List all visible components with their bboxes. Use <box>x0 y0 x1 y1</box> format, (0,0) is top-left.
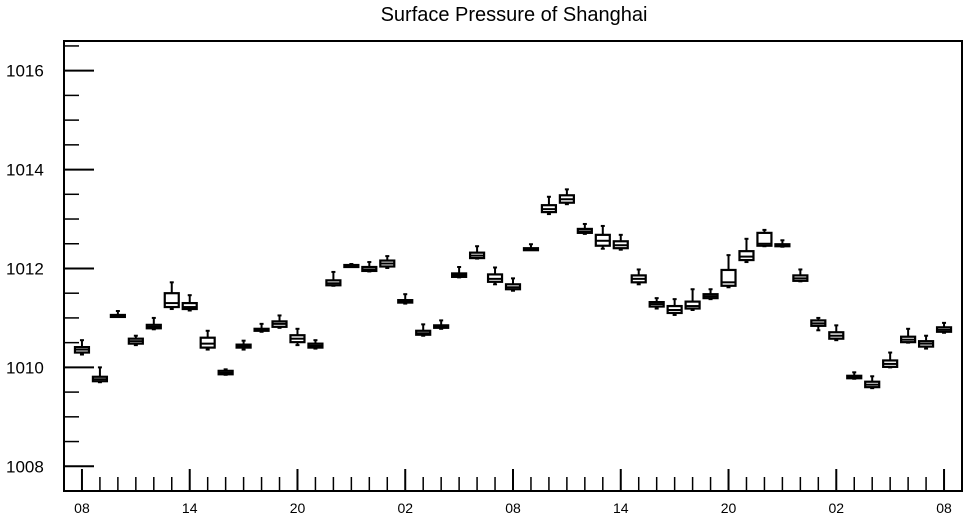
box-plot <box>343 263 360 269</box>
box-plot <box>468 245 486 260</box>
box-plot <box>361 261 378 273</box>
box-plot <box>576 222 593 235</box>
y-tick-label: 1010 <box>6 358 44 377</box>
box-plot <box>504 277 522 292</box>
box-plot <box>163 281 180 311</box>
x-tick-label: 14 <box>182 500 198 516</box>
box-plot <box>612 233 629 251</box>
box-plot <box>702 288 719 301</box>
box-plot <box>253 322 270 333</box>
box-plot <box>648 297 665 310</box>
x-tick-label: 02 <box>397 500 413 516</box>
y-tick-label: 1014 <box>6 161 44 180</box>
chart-title: Surface Pressure of Shanghai <box>380 4 648 26</box>
x-tick-label: 08 <box>74 500 90 516</box>
box-plot <box>415 323 432 337</box>
y-tick-label: 1008 <box>6 457 44 476</box>
box-plot <box>810 316 827 332</box>
y-tick-label: 1012 <box>6 259 44 278</box>
box-body <box>720 268 737 287</box>
x-tick-label: 14 <box>613 500 629 516</box>
box-plot <box>540 195 558 216</box>
box-plot <box>91 366 109 384</box>
box-plot <box>882 351 899 369</box>
box-plot <box>127 334 144 347</box>
box-plot <box>522 243 540 252</box>
box-plot <box>738 237 755 264</box>
box-plot <box>720 254 737 289</box>
box-plot <box>774 239 791 248</box>
box-plot <box>486 266 504 286</box>
x-tick-label: 08 <box>936 500 952 516</box>
box-plot <box>917 334 935 350</box>
box-plot <box>433 319 450 330</box>
box-plot <box>199 329 216 351</box>
box-plot <box>756 228 773 248</box>
x-tick-label: 20 <box>721 500 737 516</box>
box-plot <box>379 255 396 269</box>
box-plot <box>451 265 468 279</box>
box-plot <box>558 188 575 206</box>
box-plot <box>109 310 126 319</box>
box-plot <box>235 339 252 351</box>
box-plot <box>828 324 845 342</box>
box-plot <box>792 268 809 283</box>
axes: 1008 1010 1012 1014 1016 08 14 20 02 08 14 20 02 08 <box>6 40 963 516</box>
box-plot <box>684 288 701 312</box>
box-plot <box>666 298 683 316</box>
y-tick-label: 1016 <box>6 62 44 81</box>
box-series <box>73 188 953 390</box>
box-plot <box>271 314 288 329</box>
box-plot <box>289 327 306 347</box>
x-tick-label: 20 <box>290 500 306 516</box>
box-plot <box>864 375 881 390</box>
x-tick-label: 08 <box>505 500 521 516</box>
box-plot <box>217 368 234 376</box>
box-plot <box>145 316 162 331</box>
box-plot <box>397 293 414 305</box>
box-plot <box>594 224 611 250</box>
box-plot <box>630 268 647 286</box>
box-plot <box>73 339 91 356</box>
box-plot <box>935 321 953 334</box>
box-plot <box>900 327 917 344</box>
box-plot <box>325 270 342 287</box>
box-plot <box>846 371 863 380</box>
x-tick-label: 02 <box>828 500 844 516</box>
box-body <box>756 231 773 247</box>
box-body <box>163 292 180 309</box>
box-plot <box>307 339 324 350</box>
box-plot <box>181 294 198 312</box>
